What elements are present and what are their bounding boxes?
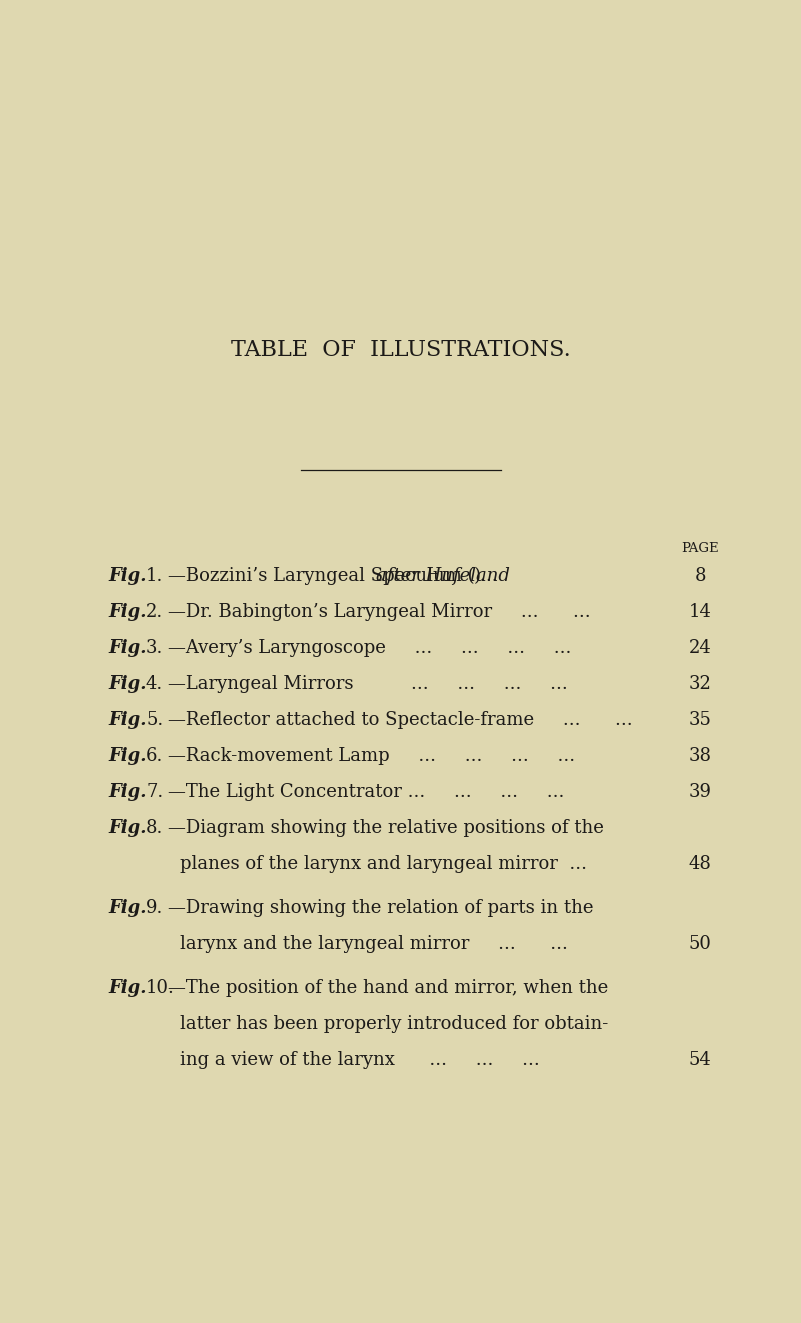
- Text: —Laryngeal Mirrors          ...     ...     ...     ...: —Laryngeal Mirrors ... ... ... ...: [168, 675, 568, 693]
- Text: 2.: 2.: [146, 603, 163, 620]
- Text: larynx and the laryngeal mirror     ...      ...: larynx and the laryngeal mirror ... ...: [180, 935, 568, 953]
- Text: —The position of the hand and mirror, when the: —The position of the hand and mirror, wh…: [168, 979, 608, 998]
- Text: 8: 8: [694, 568, 706, 585]
- Text: Fig.: Fig.: [108, 783, 147, 800]
- Text: Fig.: Fig.: [108, 819, 147, 837]
- Text: —Rack-movement Lamp     ...     ...     ...     ...: —Rack-movement Lamp ... ... ... ...: [168, 747, 575, 765]
- Text: Fig.: Fig.: [108, 568, 147, 585]
- Text: —The Light Concentrator ...     ...     ...     ...: —The Light Concentrator ... ... ... ...: [168, 783, 565, 800]
- Text: 4.: 4.: [146, 675, 163, 693]
- Text: 6.: 6.: [146, 747, 163, 765]
- Text: Fig.: Fig.: [108, 710, 147, 729]
- Text: Fig.: Fig.: [108, 639, 147, 658]
- Text: PAGE: PAGE: [681, 541, 718, 554]
- Text: —Bozzini’s Laryngeal Speculum (: —Bozzini’s Laryngeal Speculum (: [168, 566, 478, 585]
- Text: 38: 38: [689, 747, 711, 765]
- Text: latter has been properly introduced for obtain-: latter has been properly introduced for …: [180, 1015, 608, 1033]
- Text: 35: 35: [689, 710, 711, 729]
- Text: —Drawing showing the relation of parts in the: —Drawing showing the relation of parts i…: [168, 900, 594, 917]
- Text: —Avery’s Laryngoscope     ...     ...     ...     ...: —Avery’s Laryngoscope ... ... ... ...: [168, 639, 571, 658]
- Text: 1.: 1.: [146, 568, 163, 585]
- Text: 48: 48: [689, 855, 711, 873]
- Text: )...: )...: [473, 568, 498, 585]
- Text: Fig.: Fig.: [108, 747, 147, 765]
- Text: 8.: 8.: [146, 819, 163, 837]
- Text: —Diagram showing the relative positions of the: —Diagram showing the relative positions …: [168, 819, 604, 837]
- Text: 10.: 10.: [146, 979, 175, 998]
- Text: 24: 24: [689, 639, 711, 658]
- Text: 14: 14: [689, 603, 711, 620]
- Text: Fig.: Fig.: [108, 979, 147, 998]
- Text: 32: 32: [689, 675, 711, 693]
- Text: Fig.: Fig.: [108, 900, 147, 917]
- Text: 5.: 5.: [146, 710, 163, 729]
- Text: 7.: 7.: [146, 783, 163, 800]
- Text: after Hufeland: after Hufeland: [376, 568, 513, 585]
- Text: 50: 50: [689, 935, 711, 953]
- Text: 54: 54: [689, 1050, 711, 1069]
- Text: TABLE  OF  ILLUSTRATIONS.: TABLE OF ILLUSTRATIONS.: [231, 339, 570, 361]
- Text: 9.: 9.: [146, 900, 163, 917]
- Text: 39: 39: [689, 783, 711, 800]
- Text: Fig.: Fig.: [108, 675, 147, 693]
- Text: ing a view of the larynx      ...     ...     ...: ing a view of the larynx ... ... ...: [180, 1050, 540, 1069]
- Text: 3.: 3.: [146, 639, 163, 658]
- Text: —Dr. Babington’s Laryngeal Mirror     ...      ...: —Dr. Babington’s Laryngeal Mirror ... ..…: [168, 603, 597, 620]
- Text: Fig.: Fig.: [108, 603, 147, 620]
- Text: —Reflector attached to Spectacle-frame     ...      ...: —Reflector attached to Spectacle-frame .…: [168, 710, 633, 729]
- Text: planes of the larynx and laryngeal mirror  ...: planes of the larynx and laryngeal mirro…: [180, 855, 587, 873]
